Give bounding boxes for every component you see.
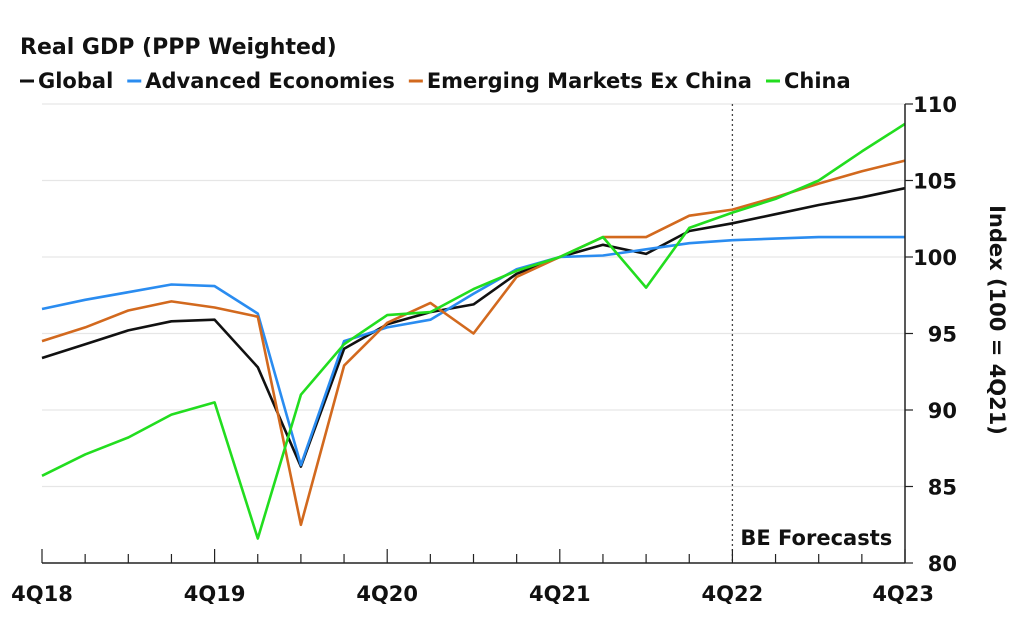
y-tick-label: 90 xyxy=(928,399,957,423)
gridlines xyxy=(42,103,905,488)
y-tick-label: 95 xyxy=(928,323,957,347)
legend-label-global: Global xyxy=(38,69,113,93)
series-line-emerging-markets-ex-china xyxy=(41,159,906,527)
series-line-global xyxy=(41,186,906,468)
y-tick-label: 100 xyxy=(913,246,957,270)
series-line-china xyxy=(41,122,906,540)
series-line-advanced-economies xyxy=(41,235,905,467)
legend-label-advanced-economies: Advanced Economies xyxy=(145,69,395,93)
x-tick-label: 4Q23 xyxy=(872,582,934,606)
y-tick-label: 80 xyxy=(928,552,957,576)
y-tick-label: 85 xyxy=(928,476,957,500)
x-tick-labels: 4Q18 4Q19 4Q20 4Q21 4Q22 4Q23 xyxy=(11,582,934,606)
y-tick-labels: 80 85 90 95 100 105 110 xyxy=(913,93,957,576)
y-tick-label: 110 xyxy=(913,93,957,117)
x-tick-label: 4Q22 xyxy=(702,582,764,606)
axes xyxy=(41,103,913,564)
x-tick-label: 4Q21 xyxy=(529,582,591,606)
chart-title: Real GDP (PPP Weighted) xyxy=(20,35,337,60)
y-axis-label: Index (100 = 4Q21) xyxy=(985,205,1009,435)
x-tick-label: 4Q19 xyxy=(184,582,246,606)
legend-label-china: China xyxy=(784,69,851,93)
legend: Global Advanced Economies Emerging Markets… xyxy=(20,69,851,93)
x-tick-label: 4Q20 xyxy=(356,582,418,606)
series-lines xyxy=(41,122,906,540)
forecast-annotation: BE Forecasts xyxy=(740,526,892,550)
y-tick-label: 105 xyxy=(913,170,957,194)
x-tick-label: 4Q18 xyxy=(11,582,73,606)
legend-label-emerging-markets-ex-china: Emerging Markets Ex China xyxy=(427,69,752,93)
